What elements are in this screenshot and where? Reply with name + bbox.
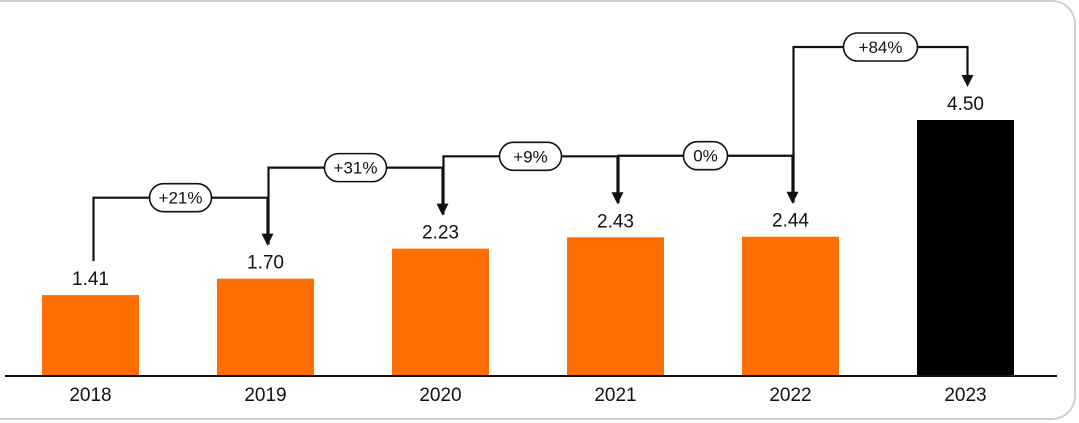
bar-2022 <box>742 236 839 375</box>
bar-2020 <box>392 248 489 375</box>
change-pill <box>323 152 388 183</box>
change-pill <box>682 140 729 171</box>
change-label: +9% <box>513 147 548 166</box>
change-connector-2021-2022: 0% <box>617 140 799 204</box>
change-connector-2022-2023: +84% <box>792 32 974 203</box>
change-pill <box>842 32 919 62</box>
value-label-2022: 2.44 <box>772 211 809 232</box>
value-label-2018: 1.41 <box>72 269 109 290</box>
change-label: +31% <box>334 159 378 178</box>
change-pill <box>148 182 213 213</box>
change-label: +21% <box>159 189 203 208</box>
arrow-down-icon <box>961 75 974 87</box>
x-tick-label-2023: 2023 <box>944 385 986 406</box>
x-tick-label-2022: 2022 <box>769 385 811 406</box>
value-label-2021: 2.43 <box>597 211 634 232</box>
change-connector-2019-2020: +31% <box>267 152 449 245</box>
x-tick-label-2020: 2020 <box>419 385 461 406</box>
value-label-2019: 1.70 <box>247 253 284 274</box>
x-tick-label-2019: 2019 <box>244 385 286 406</box>
value-label-2023: 4.50 <box>947 94 984 115</box>
change-connector-2018-2019: +21% <box>92 182 274 262</box>
bar-2018 <box>42 295 139 375</box>
bar-2021 <box>567 237 664 375</box>
x-tick-label-2018: 2018 <box>69 385 111 406</box>
change-label: +84% <box>859 38 903 57</box>
change-label: 0% <box>693 147 718 166</box>
bar-2023 <box>917 120 1014 375</box>
change-connector-2020-2021: +9% <box>442 141 624 215</box>
value-label-2020: 2.23 <box>422 223 459 244</box>
x-tick-label-2021: 2021 <box>594 385 636 406</box>
bar-2019 <box>217 278 314 375</box>
change-pill <box>498 141 563 172</box>
